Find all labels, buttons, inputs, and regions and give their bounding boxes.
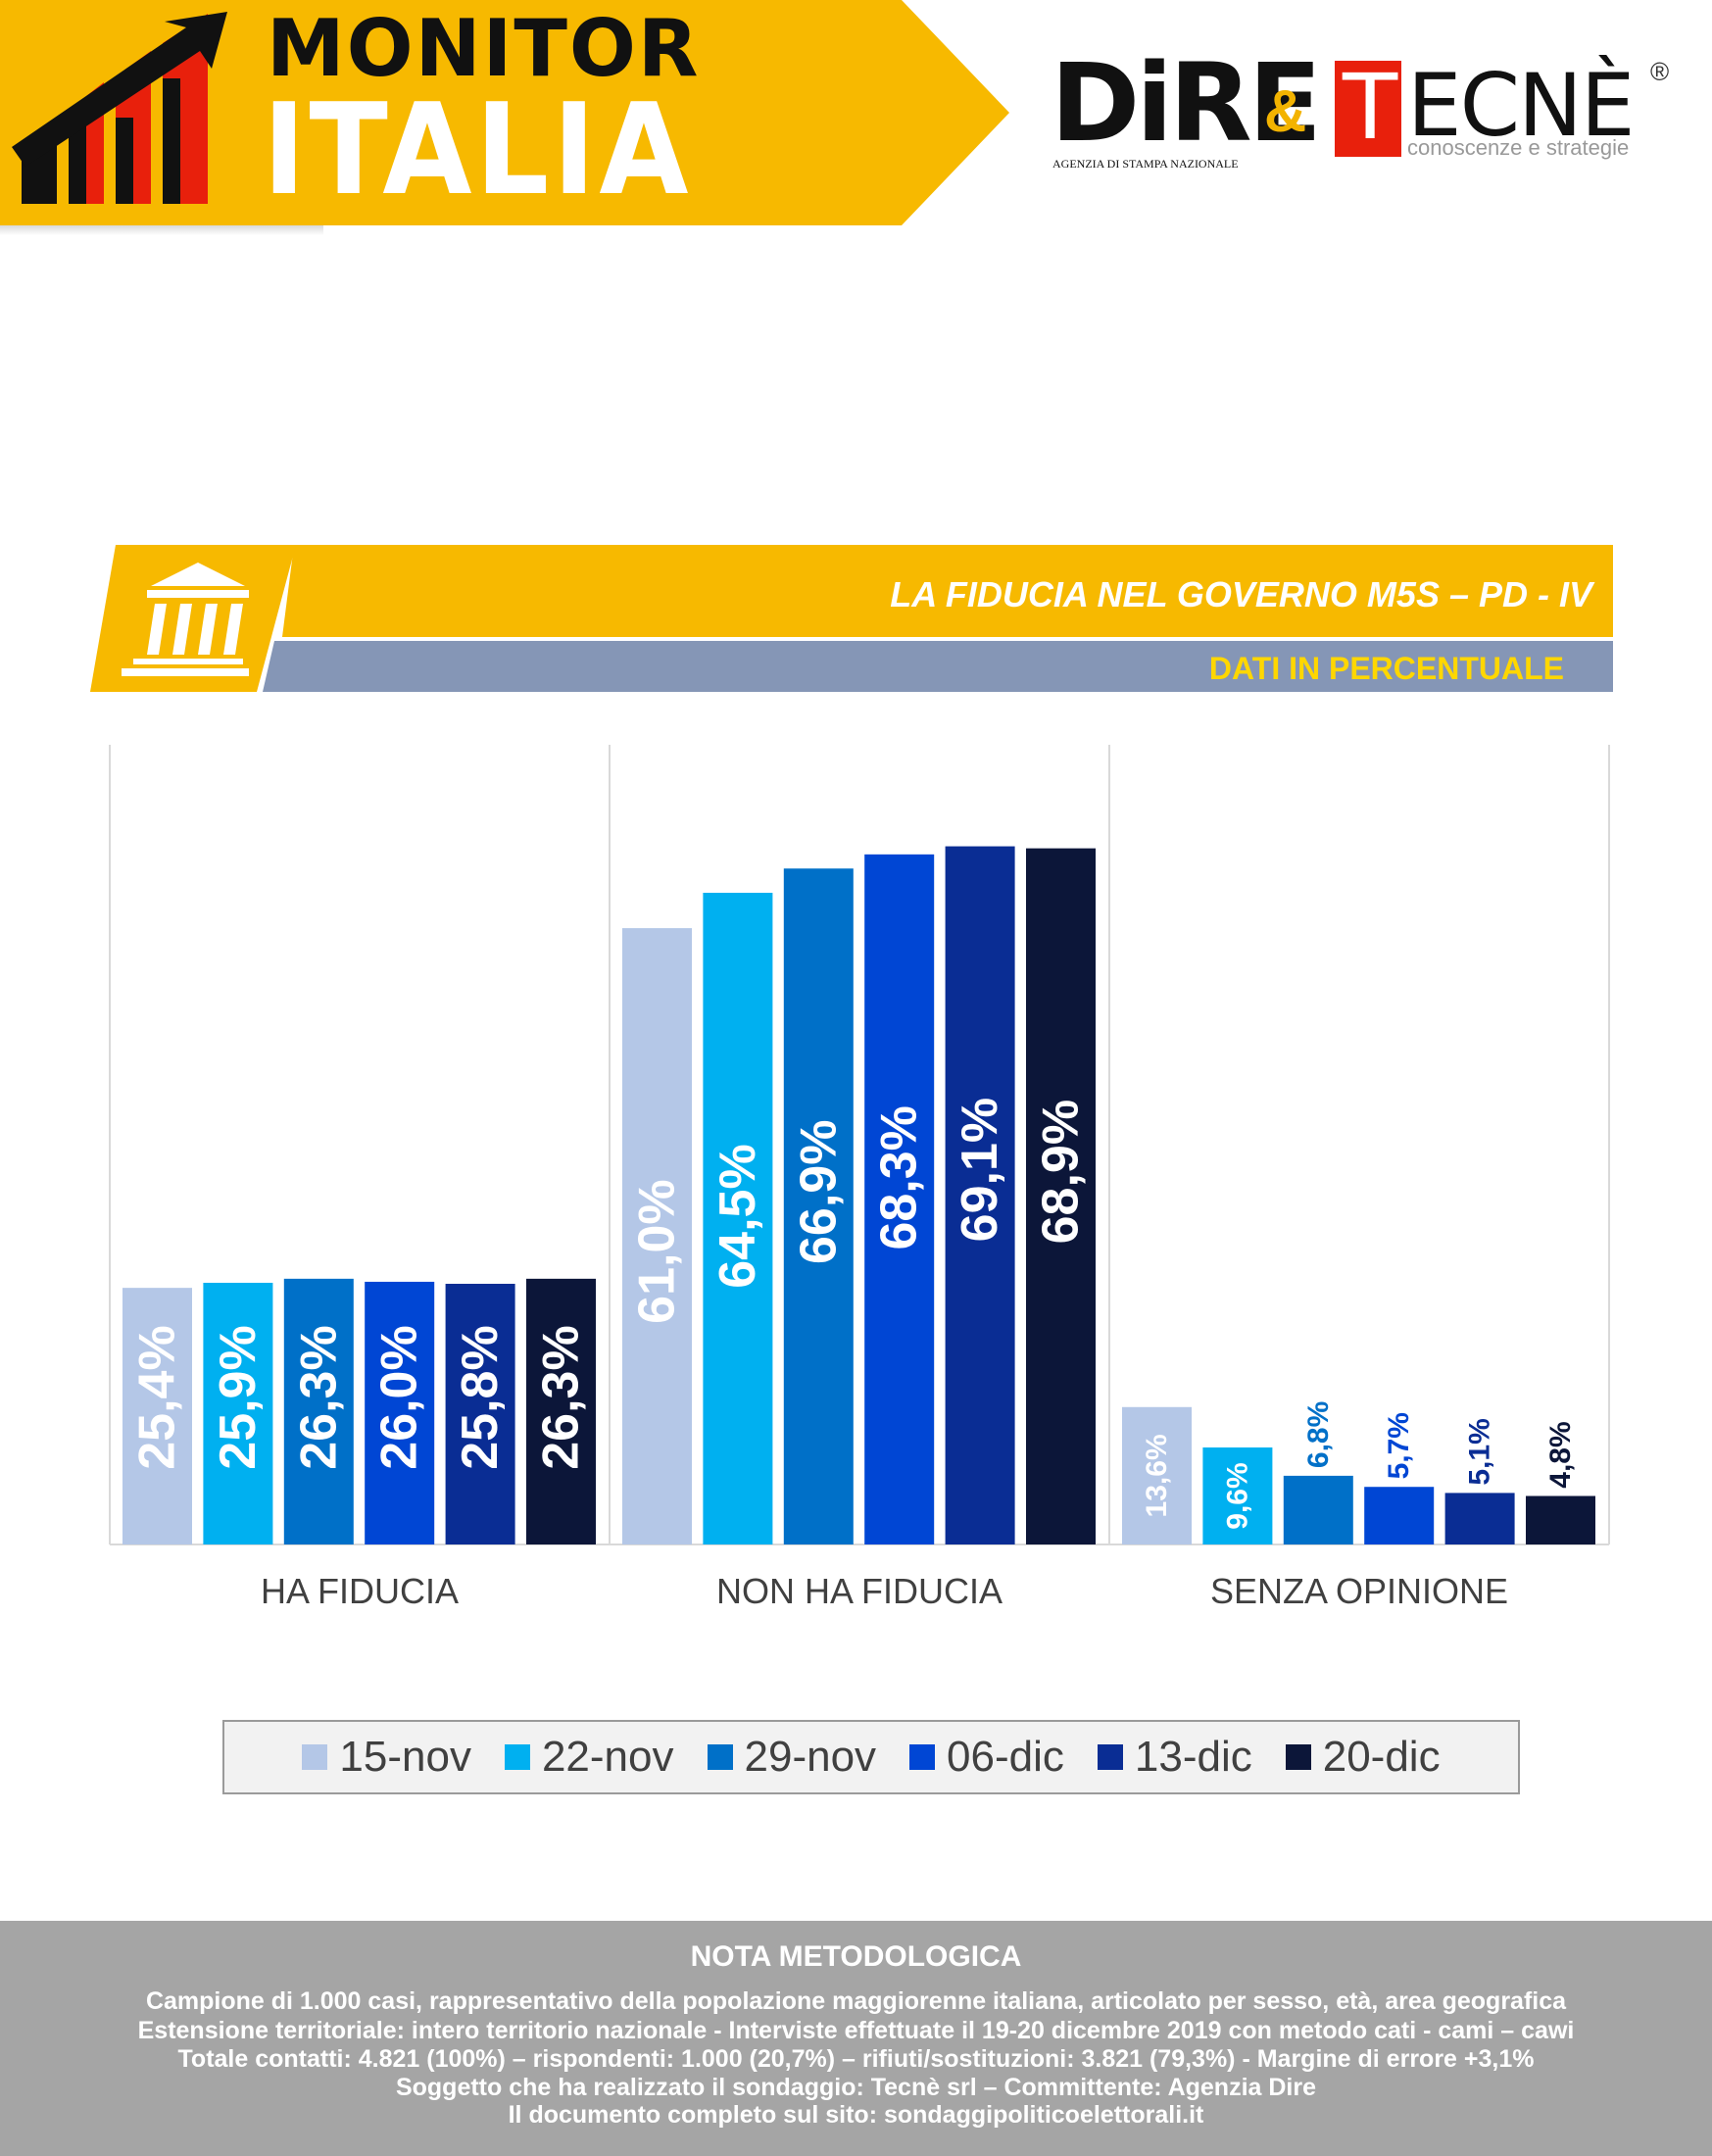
methodology-line: Soggetto che ha realizzato il sondaggio:… <box>395 2074 1317 2101</box>
bar <box>1202 1447 1273 1544</box>
chart-title: LA FIDUCIA NEL GOVERNO M5S – PD - IV <box>890 574 1592 614</box>
tecne-subtitle: conoscenze e strategie <box>1407 135 1630 160</box>
italia-title: ITALIA <box>263 77 693 223</box>
tecne-wordmark: ECNÈ <box>1407 55 1635 156</box>
bar <box>1526 1495 1595 1544</box>
data-label: 9,6% <box>1221 1462 1253 1529</box>
title-banner <box>90 545 1613 692</box>
data-label: 4,8% <box>1544 1421 1577 1488</box>
legend-item: 29-nov <box>707 1733 877 1782</box>
bar <box>1444 1493 1515 1544</box>
data-label: 66,9% <box>790 1120 847 1264</box>
methodology-line: Totale contatti: 4.821 (100%) – risponde… <box>177 2045 1535 2073</box>
data-label: 26,3% <box>533 1325 590 1469</box>
header-banner <box>0 0 1009 235</box>
methodology-line: Estensione territoriale: intero territor… <box>137 2017 1575 2044</box>
data-label: 6,8% <box>1302 1401 1335 1468</box>
title-blue-strip <box>263 641 1613 692</box>
bar <box>445 1284 515 1544</box>
data-label: 5,7% <box>1383 1412 1415 1479</box>
bar-chart: 25,4% 25,9% 26,3% 26,0% 25,8% 26,3% 61,0% 64,5%… <box>109 745 1610 1611</box>
category-label: NON HA FIDUCIA <box>716 1571 1003 1611</box>
legend-swatch <box>1097 1744 1123 1770</box>
methodology-title: NOTA METODOLOGICA <box>690 1940 1022 1973</box>
data-label: 26,0% <box>371 1325 428 1469</box>
data-label: 5,1% <box>1464 1418 1496 1485</box>
bar <box>283 1278 354 1544</box>
header-yellow-arrow <box>0 0 1009 225</box>
data-label: 13,6% <box>1141 1434 1173 1517</box>
government-building-icon <box>122 563 249 676</box>
legend-item: 06-dic <box>909 1733 1064 1782</box>
icon-yellow-block <box>90 545 296 692</box>
chart-legend: 15-nov 22-nov 29-nov 06-dic 13-dic 20-dic <box>222 1720 1520 1794</box>
bar <box>1026 848 1096 1544</box>
dire-logo: DiRE AGENZIA DI STAMPA NAZIONALE <box>1051 49 1322 176</box>
methodology-note: NOTA METODOLOGICA Campione di 1.000 casi… <box>0 1921 1712 2156</box>
bar <box>945 846 1015 1544</box>
registered-mark: ® <box>1650 57 1670 86</box>
bar <box>703 893 773 1544</box>
legend-item: 20-dic <box>1285 1733 1441 1782</box>
dire-subtitle: AGENZIA DI STAMPA NAZIONALE <box>1052 157 1239 171</box>
legend-swatch <box>1285 1744 1311 1770</box>
bar <box>1122 1406 1192 1544</box>
tecne-first-letter: T <box>1343 55 1398 160</box>
data-label: 64,5% <box>709 1144 766 1288</box>
tecne-red-box <box>1335 61 1401 157</box>
legend-item: 15-nov <box>302 1733 471 1782</box>
methodology-line: Il documento completo sul sito: sondaggi… <box>508 2101 1204 2129</box>
data-label: 61,0% <box>629 1179 686 1323</box>
monitor-bars-icon <box>12 12 227 204</box>
legend-item: 22-nov <box>504 1733 674 1782</box>
data-label: 25,8% <box>452 1325 509 1469</box>
legend-swatch <box>302 1744 328 1770</box>
legend-item: 13-dic <box>1097 1733 1252 1782</box>
monitor-title: MONITOR <box>267 3 701 94</box>
bar <box>122 1288 192 1544</box>
ampersand: & <box>1264 78 1307 144</box>
legend-swatch <box>909 1744 936 1770</box>
bar <box>864 854 935 1544</box>
bar <box>1364 1487 1435 1544</box>
legend-label: 20-dic <box>1322 1733 1441 1781</box>
bar <box>783 868 854 1544</box>
data-label: 68,3% <box>871 1105 928 1250</box>
legend-swatch <box>504 1744 530 1770</box>
legend-swatch <box>707 1744 733 1770</box>
data-label: 25,4% <box>129 1325 186 1469</box>
data-label: 69,1% <box>952 1098 1008 1242</box>
bar <box>1283 1475 1353 1544</box>
tecne-logo: T ECNÈ conoscenze e strategie ® <box>1335 57 1678 165</box>
bar <box>365 1281 435 1544</box>
dire-wordmark: DiRE <box>1051 40 1322 166</box>
category-label: SENZA OPINIONE <box>1210 1571 1508 1611</box>
bar <box>622 928 692 1544</box>
category-label: HA FIDUCIA <box>261 1571 459 1611</box>
legend-label: 06-dic <box>947 1733 1064 1781</box>
data-label: 68,9% <box>1033 1100 1090 1244</box>
legend-label: 15-nov <box>339 1733 471 1781</box>
title-yellow-bar <box>282 545 1613 637</box>
chart-subtitle: DATI IN PERCENTUALE <box>1208 651 1564 686</box>
methodology-line: Campione di 1.000 casi, rappresentativo … <box>145 1987 1567 2015</box>
bar <box>203 1282 273 1544</box>
data-label: 26,3% <box>290 1325 347 1469</box>
legend-label: 22-nov <box>541 1733 674 1781</box>
data-label: 25,9% <box>210 1325 267 1469</box>
legend-label: 29-nov <box>744 1733 877 1781</box>
legend-label: 13-dic <box>1134 1733 1252 1781</box>
bar <box>526 1278 596 1544</box>
